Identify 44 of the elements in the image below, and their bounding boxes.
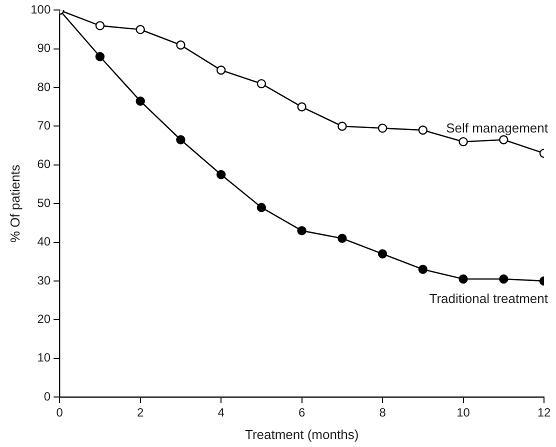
y-axis-title: % Of patients (7, 164, 22, 243)
point (458, 137, 468, 146)
y-tick-label: 0 (44, 389, 51, 404)
point (499, 135, 508, 144)
series-label: Traditional treatment (429, 291, 548, 306)
point (136, 96, 145, 106)
x-tick-label: 12 (537, 406, 551, 420)
point (256, 79, 266, 88)
point (297, 102, 306, 112)
point (95, 52, 105, 62)
point (499, 274, 508, 284)
x-axis-title: Treatment (months) (244, 426, 359, 442)
point (216, 170, 226, 180)
y-tick-label: 90 (37, 41, 51, 56)
point (297, 226, 306, 236)
point (378, 124, 388, 133)
x-tick-label: 0 (56, 406, 64, 420)
point (338, 122, 347, 131)
point (256, 202, 266, 212)
point (216, 66, 226, 75)
x-tick-label: 8 (379, 406, 386, 420)
point (418, 126, 428, 135)
point (176, 40, 186, 50)
x-tick-label: 4 (218, 406, 225, 420)
point (458, 274, 468, 284)
point (338, 234, 347, 244)
y-tick-label: 10 (37, 350, 51, 365)
y-tick-label: 70 (37, 118, 51, 133)
y-tick-label: 100 (30, 2, 51, 17)
y-tick-label: 60 (37, 157, 51, 172)
point (378, 249, 388, 258)
y-tick-label: 40 (37, 234, 51, 249)
x-tick-label: 10 (456, 406, 470, 420)
y-tick-label: 20 (37, 312, 51, 326)
series-label: Self management (446, 120, 548, 136)
x-tick-label: 2 (137, 406, 144, 420)
point (176, 135, 186, 144)
y-tick-label: 30 (37, 273, 51, 288)
point (95, 21, 105, 30)
y-tick-label: 50 (37, 196, 51, 210)
point (136, 24, 145, 34)
point (418, 264, 428, 274)
y-tick-label: 80 (37, 80, 51, 94)
x-tick-label: 6 (298, 406, 306, 420)
